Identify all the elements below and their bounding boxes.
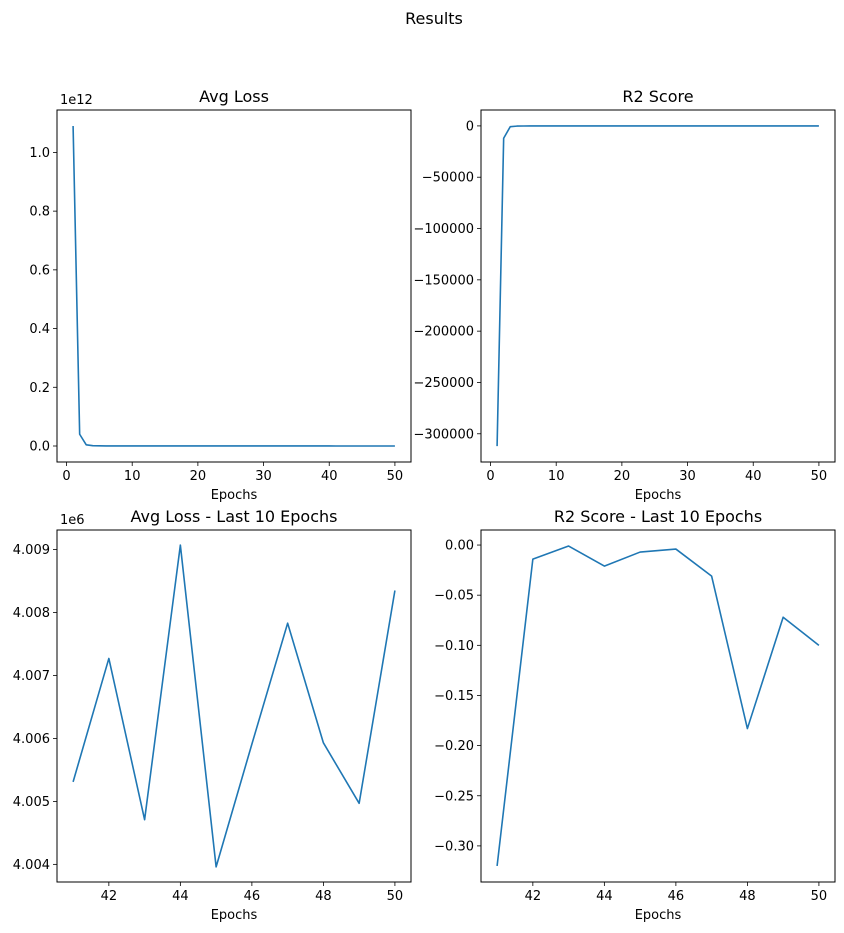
avg-loss-xtick-label: 20 [190,469,207,484]
avg-loss-offset-label: 1e12 [60,93,93,108]
avg-loss-last-10-xlabel: Epochs [211,908,258,923]
r2-score-ytick-label: −150000 [413,273,474,288]
r2-score-last-10-xtick-label: 50 [811,889,828,904]
r2-score-last-10-xlabel: Epochs [635,908,682,923]
avg-loss-last-10-series-line [72,544,396,868]
avg-loss-last-10-xtick-label: 50 [387,889,404,904]
r2-score-ytick-label: −250000 [413,376,474,391]
avg-loss-xtick-label: 0 [62,469,70,484]
r2-score-last-10-ytick-label: −0.20 [434,739,474,754]
avg-loss-last-10-xtick-label: 42 [101,889,118,904]
avg-loss-last-10-ytick-label: 4.007 [13,669,50,684]
r2-score-ytick-label: −50000 [422,171,474,186]
r2-score-ytick-label: 0 [466,119,474,134]
r2-score-ytick-label: −300000 [413,427,474,442]
avg-loss-ytick-label: 0.8 [29,205,50,220]
avg-loss-last-10-axes-frame [56,529,412,883]
avg-loss-ytick-label: 0.2 [29,381,50,396]
r2-score-last-10-xtick-label: 48 [739,889,756,904]
avg-loss-last-10-ytick-label: 4.008 [13,606,50,621]
r2-score-last-10-ytick-label: 0.00 [445,539,474,554]
r2-score-xtick-label: 50 [811,469,828,484]
avg-loss-xtick-label: 40 [321,469,338,484]
r2-score-last-10-ytick-label: −0.10 [434,639,474,654]
r2-score-xtick-label: 10 [548,469,565,484]
avg-loss-ytick-label: 0.0 [29,440,50,455]
r2-score-last-10-ytick-label: −0.15 [434,689,474,704]
avg-loss-title: Avg Loss [199,87,269,106]
r2-score-last-10-xtick-label: 42 [525,889,542,904]
avg-loss-last-10-title: Avg Loss - Last 10 Epochs [131,507,338,526]
avg-loss-axes-frame [56,109,412,463]
r2-score-ytick-label: −200000 [413,325,474,340]
r2-score-panel: R2 Score 0 10 20 30 40 50 0 −50000 −100000 −150000… [413,87,836,503]
r2-score-last-10-ytick-label: −0.25 [434,789,474,804]
r2-score-xtick-label: 40 [745,469,762,484]
avg-loss-last-10-ytick-label: 4.005 [13,795,50,810]
r2-score-axes-frame [480,109,836,463]
r2-score-title: R2 Score [622,87,693,106]
avg-loss-last-10-xtick-label: 44 [172,889,189,904]
r2-score-last-10-ytick-label: −0.05 [434,589,474,604]
r2-score-series-line [496,125,819,447]
r2-score-last-10-series-line [496,545,820,867]
avg-loss-ytick-label: 0.6 [29,263,50,278]
avg-loss-series-line [72,125,395,447]
avg-loss-xtick-label: 50 [387,469,404,484]
r2-score-last-10-title: R2 Score - Last 10 Epochs [554,507,762,526]
avg-loss-ytick-label: 1.0 [29,146,50,161]
figure-title: Results [405,9,463,28]
avg-loss-xtick-label: 10 [124,469,141,484]
r2-score-last-10-axes-frame [480,529,836,883]
avg-loss-xtick-label: 30 [255,469,272,484]
r2-score-xtick-label: 20 [614,469,631,484]
r2-score-last-10-xtick-label: 46 [668,889,685,904]
r2-score-last-10-ytick-label: −0.30 [434,839,474,854]
avg-loss-last-10-ytick-label: 4.009 [13,543,50,558]
avg-loss-ytick-label: 0.4 [29,322,50,337]
avg-loss-last-10-ytick-label: 4.004 [13,858,50,873]
avg-loss-last-10-xtick-label: 48 [315,889,332,904]
avg-loss-xlabel: Epochs [211,488,258,503]
avg-loss-last-10-xtick-label: 46 [244,889,261,904]
r2-score-xtick-label: 0 [486,469,494,484]
r2-score-last-10-panel: R2 Score - Last 10 Epochs 42 44 46 48 50 0.00 −… [434,507,836,923]
r2-score-last-10-xtick-label: 44 [596,889,613,904]
r2-score-xlabel: Epochs [635,488,682,503]
avg-loss-last-10-ytick-label: 4.006 [13,732,50,747]
avg-loss-last-10-offset-label: 1e6 [60,513,85,528]
avg-loss-panel: Avg Loss 0 10 20 30 40 50 0.0 0.2 0.4 0.6 0.8 1.0 Epo… [29,87,412,503]
r2-score-xtick-label: 30 [679,469,696,484]
avg-loss-last-10-panel: Avg Loss - Last 10 Epochs 42 44 46 48 50 4.004… [13,507,412,923]
r2-score-ytick-label: −100000 [413,222,474,237]
